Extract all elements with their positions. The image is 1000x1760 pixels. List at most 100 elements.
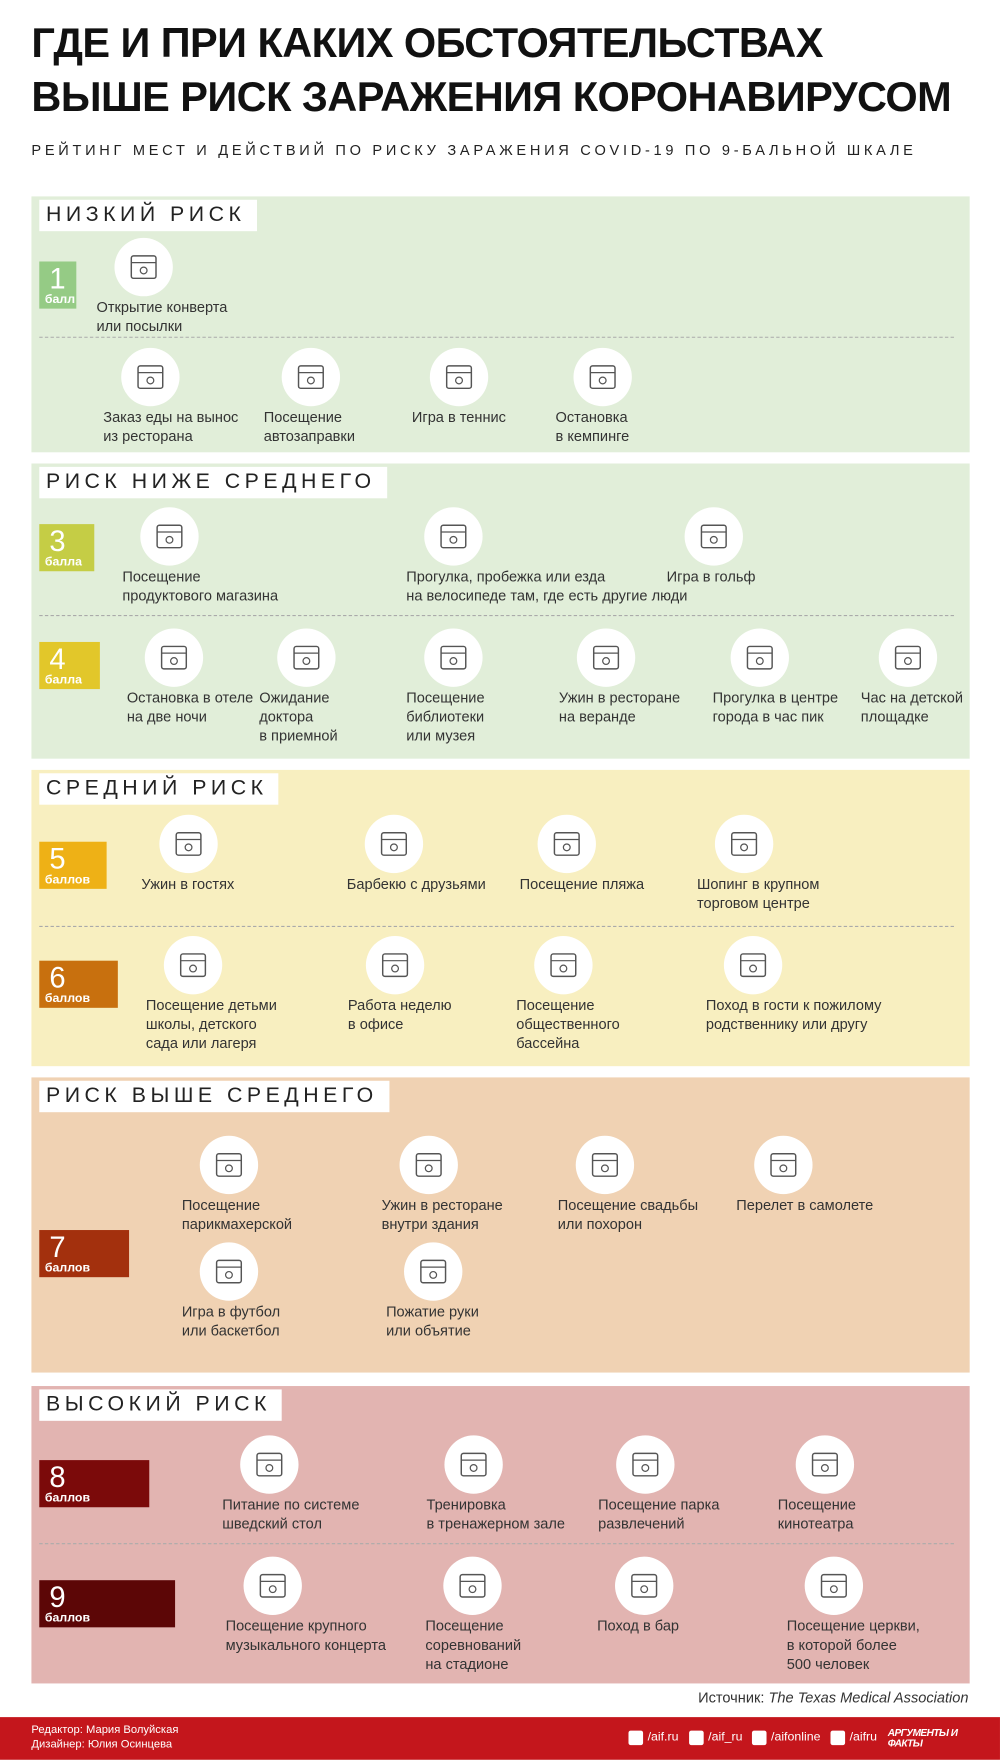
score-number: 9 (49, 1580, 66, 1614)
item-icon (140, 507, 199, 566)
item-line: Посещение (122, 567, 201, 585)
item-label: Работа неделю в офисе (348, 995, 452, 1033)
item-icon (240, 1435, 299, 1494)
score-number: 8 (49, 1460, 66, 1494)
item-label: Питание по системе шведский стол (222, 1495, 359, 1533)
item-icon (537, 814, 596, 874)
item-line: Посещение парка (598, 1496, 720, 1513)
score-badge: 7 баллов (39, 1230, 130, 1278)
item-line: сада или лагеря (145, 1034, 257, 1052)
score-badge: 3 балла (39, 524, 95, 572)
score-number: 1 (49, 261, 66, 296)
social-icon (751, 1730, 767, 1746)
score-number: 7 (49, 1230, 66, 1264)
item-line: продуктового магазина (122, 586, 279, 604)
risk-section: НИЗКИЙ РИСК (31, 196, 970, 453)
credit: Редактор: Мария Волуйская (31, 1723, 179, 1737)
subtitle: РЕЙТИНГ МЕСТ И ДЕЙСТВИЙ ПО РИСКУ ЗАРАЖЕН… (31, 141, 917, 159)
item-line: общественного (516, 1015, 620, 1033)
item-line: Посещение (181, 1196, 261, 1214)
item-label: Посещение свадьбы или похорон (558, 1195, 698, 1233)
item-line: Игра в теннис (411, 408, 506, 426)
item-icon (795, 1435, 855, 1494)
item-icon (424, 507, 483, 566)
item-icon (121, 347, 180, 407)
item-line: в офисе (347, 1015, 404, 1033)
item-line: Остановка (555, 408, 628, 426)
item-line: в тренажерном зале (426, 1515, 566, 1532)
item-line: Тренировка (426, 1496, 506, 1513)
item-icon (714, 814, 774, 874)
item-line: Посещение (425, 1617, 504, 1635)
item-label: Игра в теннис (412, 407, 506, 426)
item-icon (399, 1135, 458, 1195)
source-label: Источник: (698, 1689, 765, 1706)
item-icon (114, 237, 173, 297)
score-number: 4 (49, 641, 66, 676)
item-label: Тренировка в тренажерном зале (426, 1495, 565, 1533)
credit: Дизайнер: Юлия Осинцева (31, 1738, 173, 1751)
item-line: Пожатие руки (386, 1302, 479, 1320)
item-label: Ужин в ресторане на веранде (559, 688, 680, 726)
item-line: Остановка в отеле (126, 689, 254, 706)
item-line: внутри здания (381, 1215, 479, 1233)
item-line: Игра в футбол (181, 1302, 281, 1320)
item-line: или баскетбол (181, 1322, 280, 1339)
item-line: кинотеатра (777, 1515, 854, 1532)
footer: Редактор: Мария Волуйская Дизайнер: Юлия … (0, 1717, 1000, 1760)
item-icon (281, 347, 341, 407)
item-line: Посещение церкви, (786, 1617, 920, 1635)
item-line: Заказ еды на вынос (103, 408, 239, 426)
risk-section: РИСК НИЖЕ СРЕДНЕГО (31, 463, 970, 759)
score-unit: балла (44, 673, 82, 687)
score-unit: балла (44, 555, 82, 570)
item-line: шведский стол (222, 1515, 322, 1532)
item-label: Барбекю с друзьями (347, 874, 486, 893)
score-unit: баллов (44, 1261, 91, 1275)
item-line: на веранде (558, 708, 636, 726)
item-line: или похорон (557, 1215, 643, 1233)
item-line: Ожидание (259, 689, 330, 706)
score-number: 6 (49, 960, 66, 995)
item-line: Посещение крупного (225, 1617, 367, 1635)
item-label: Поход в гости к пожилому родственнику или… (706, 995, 882, 1033)
item-line: музыкального концерта (225, 1636, 386, 1654)
score-badge: 1 балл (39, 261, 77, 309)
item-label: Посещение кинотеатра (778, 1495, 856, 1533)
item-line: Игра в гольф (666, 567, 756, 585)
item-label: Остановка в кемпинге (556, 407, 630, 445)
item-label: Посещение пляжа (520, 874, 645, 893)
item-line: родственнику или другу (705, 1015, 868, 1033)
section-title: РИСК НИЖЕ СРЕДНЕГО (39, 466, 387, 499)
item-label: Посещение соревнований на стадионе (425, 1616, 521, 1673)
item-label: Шопинг в крупном торговом центре (697, 874, 820, 912)
section-title: ВЫСОКИЙ РИСК (39, 1389, 283, 1421)
item-icon (144, 628, 204, 687)
section-title: СРЕДНИЙ РИСК (39, 773, 279, 805)
item-icon (404, 1242, 463, 1301)
social-icon (689, 1730, 704, 1746)
item-label: Ожидание доктора в приемной (259, 688, 337, 745)
item-icon (804, 1556, 864, 1615)
item-line: развлечений (598, 1515, 685, 1532)
section-title: НИЗКИЙ РИСК (39, 199, 257, 232)
score-unit: балл (44, 292, 76, 307)
source: Источник: The Texas Medical Association (698, 1689, 968, 1706)
item-line: Посещение (777, 1496, 857, 1513)
item-line: школы, детского (145, 1015, 257, 1033)
item-label: Посещение церкви, в которой более 500 чело… (787, 1616, 920, 1673)
item-label: Остановка в отеле на две ночи (127, 688, 253, 726)
item-line: Поход в бар (597, 1617, 680, 1635)
item-icon (199, 1135, 259, 1195)
item-line: Барбекю с друзьями (346, 875, 486, 893)
item-label: Ужин в ресторане внутри здания (382, 1195, 503, 1233)
item-label: Игра в гольф (667, 567, 756, 586)
item-label: Ужин в гостях (141, 874, 234, 893)
item-icon (576, 628, 636, 687)
item-line: Ужин в ресторане (381, 1196, 503, 1214)
social-icon (830, 1730, 846, 1746)
item-line: Шопинг в крупном (696, 875, 820, 893)
item-icon (573, 347, 632, 407)
item-line: из ресторана (103, 427, 193, 445)
item-line: Посещение (263, 408, 343, 426)
